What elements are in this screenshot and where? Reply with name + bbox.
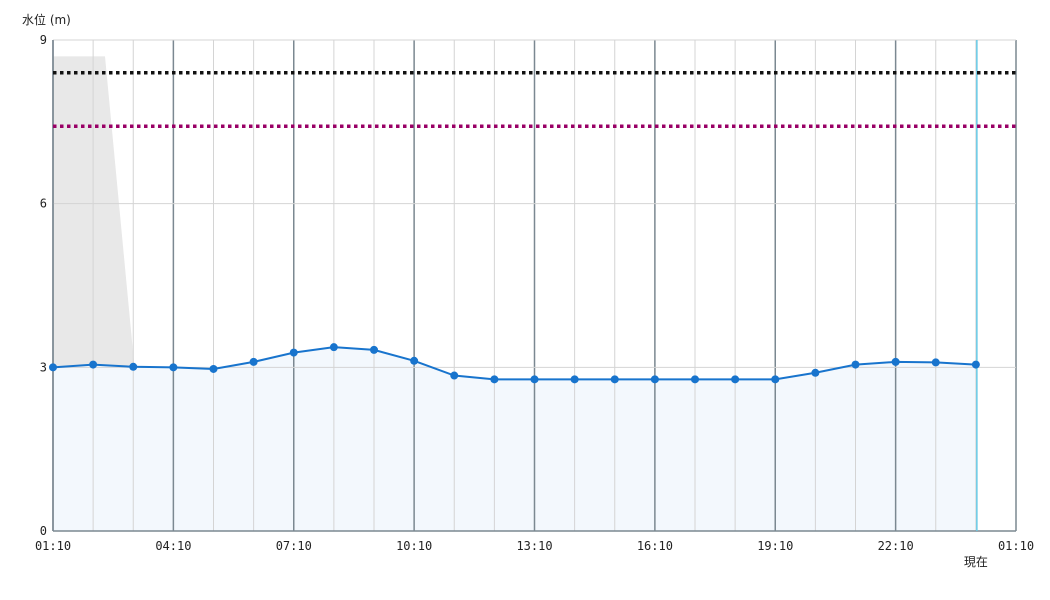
data-point bbox=[691, 375, 699, 384]
data-point bbox=[931, 358, 940, 367]
data-point bbox=[731, 375, 740, 384]
x-tick-label: 22:10 bbox=[878, 539, 914, 553]
data-point bbox=[811, 368, 820, 377]
x-tick-label: 01:10 bbox=[998, 539, 1034, 553]
x-tick-label: 16:10 bbox=[637, 539, 673, 553]
data-point bbox=[129, 362, 138, 371]
data-point bbox=[289, 348, 298, 357]
data-point bbox=[410, 356, 419, 365]
data-point bbox=[971, 360, 980, 369]
data-point bbox=[891, 357, 900, 366]
data-point bbox=[329, 343, 338, 352]
x-tick-label: 13:10 bbox=[516, 539, 552, 553]
now-label: 現在 bbox=[964, 555, 988, 569]
data-point bbox=[650, 375, 659, 384]
x-tick-label: 10:10 bbox=[396, 539, 432, 553]
series-area-fill bbox=[53, 347, 976, 531]
data-point bbox=[771, 375, 780, 384]
data-point bbox=[89, 360, 98, 369]
data-point bbox=[169, 363, 178, 372]
data-point bbox=[530, 375, 539, 384]
x-tick-label: 04:10 bbox=[155, 539, 191, 553]
y-tick-label: 3 bbox=[40, 360, 47, 374]
data-point bbox=[49, 363, 57, 372]
data-point bbox=[450, 371, 459, 380]
data-point bbox=[209, 364, 218, 373]
x-tick-label: 19:10 bbox=[757, 539, 793, 553]
data-point bbox=[249, 357, 258, 366]
y-tick-label: 9 bbox=[40, 33, 47, 47]
data-point bbox=[570, 375, 579, 384]
data-point bbox=[610, 375, 619, 384]
y-tick-label: 6 bbox=[40, 197, 47, 211]
y-tick-label: 0 bbox=[40, 524, 47, 538]
x-tick-label: 01:10 bbox=[35, 539, 71, 553]
data-point bbox=[370, 345, 378, 354]
water-level-line bbox=[52, 346, 976, 381]
x-tick-label: 07:10 bbox=[276, 539, 312, 553]
data-point bbox=[490, 375, 499, 384]
y-axis-label: 水位 (m) bbox=[22, 12, 71, 27]
data-point bbox=[851, 360, 860, 369]
